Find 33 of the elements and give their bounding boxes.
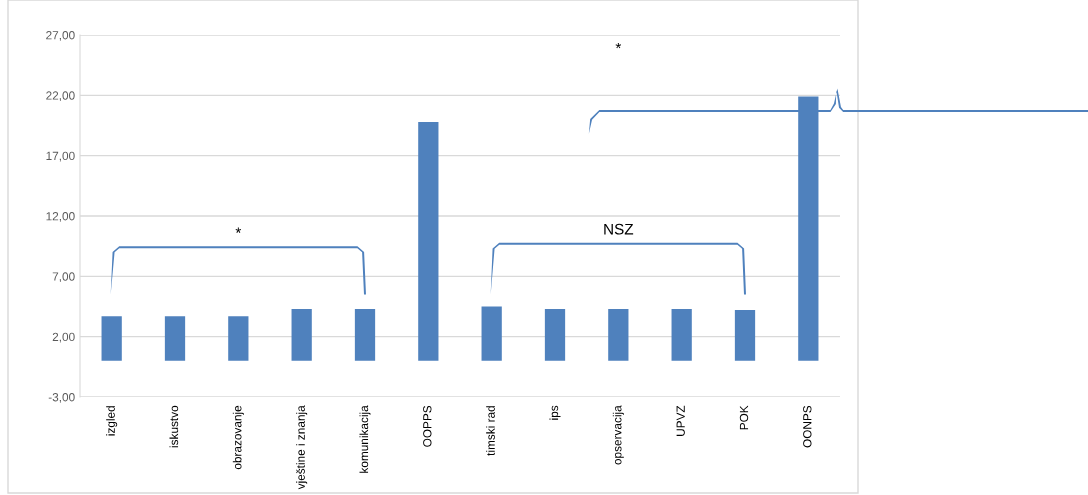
bar — [291, 308, 312, 361]
bar — [734, 310, 756, 361]
bar — [228, 316, 249, 361]
bar — [418, 121, 439, 361]
y-tick-label: 17,00 — [46, 151, 75, 162]
bar — [671, 308, 692, 361]
bar — [164, 316, 186, 361]
x-tick-label: ips — [549, 405, 561, 420]
bar — [101, 316, 122, 361]
x-tick-label: opservacija — [612, 405, 624, 465]
x-tick-label: UPVZ — [676, 405, 685, 436]
bar — [608, 308, 629, 361]
y-tick-label: 7,00 — [52, 272, 75, 283]
x-tick-label: vještine i znanja — [296, 405, 308, 490]
y-tick-label: 2,00 — [52, 332, 75, 343]
annotation: * — [235, 227, 242, 233]
x-tick-label: POK — [739, 405, 749, 430]
x-tick-label: timski rad — [486, 406, 495, 456]
bar — [544, 308, 566, 361]
x-tick-label: OONPS — [803, 405, 812, 448]
x-tick-label: obrazovanje — [232, 405, 244, 470]
x-tick-label: izgled — [106, 406, 118, 436]
annotation: * — [615, 42, 622, 49]
y-tick-label: 12,00 — [46, 212, 75, 222]
y-tick-label: -3,00 — [48, 393, 75, 403]
bar — [481, 306, 502, 361]
annotation: NSZ — [604, 223, 634, 235]
x-tick-label: OOPPS — [423, 405, 432, 447]
x-tick-label: komunikacija — [359, 405, 371, 473]
y-tick-label: 22,00 — [46, 91, 75, 102]
y-tick-label: 27,00 — [46, 31, 75, 41]
bar — [354, 308, 376, 361]
x-tick-label: iskustvo — [169, 405, 179, 448]
